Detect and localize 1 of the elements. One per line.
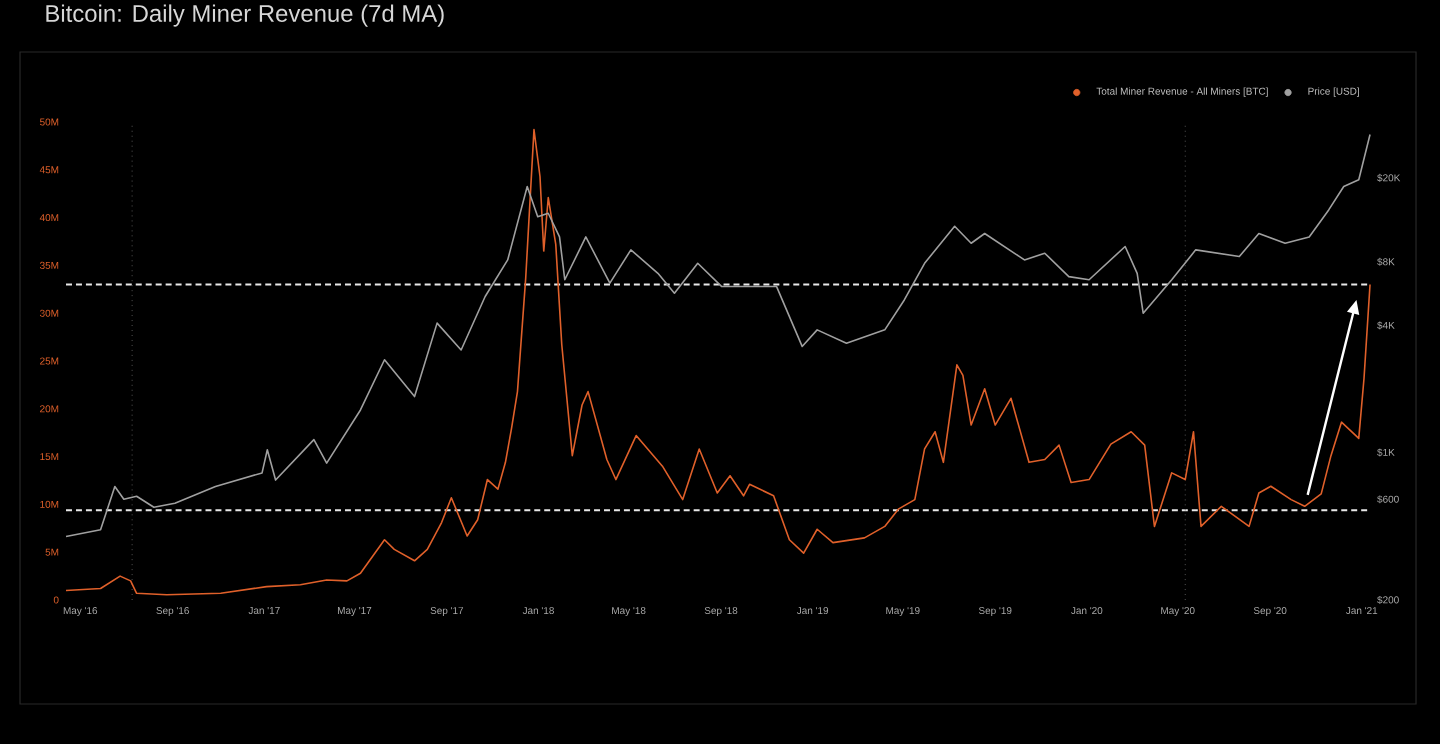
chart-title: Bitcoin: Daily Miner Revenue (7d MA)	[46, 4, 444, 27]
